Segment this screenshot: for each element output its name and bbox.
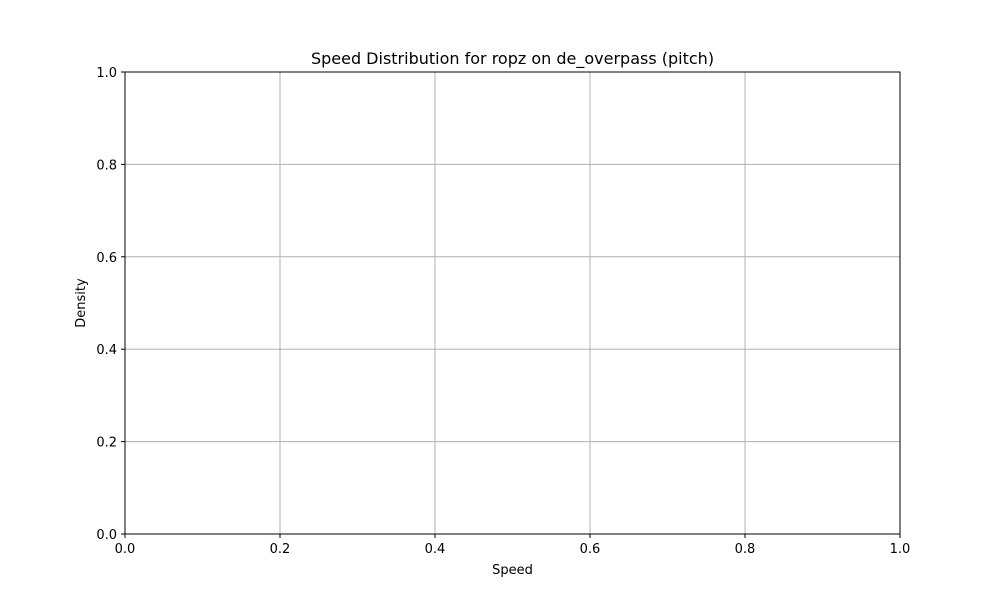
y-axis-ticks: 0.0 0.2 0.4 0.6 0.8 1.0: [96, 66, 125, 543]
x-tick-label: 0.0: [115, 542, 136, 557]
x-axis-ticks: 0.0 0.2 0.4 0.6 0.8 1.0: [115, 534, 911, 557]
x-axis-label: Speed: [492, 563, 533, 578]
y-tick-label: 0.2: [96, 436, 117, 451]
chart-title: Speed Distribution for ropz on de_overpa…: [311, 49, 714, 69]
y-tick-label: 0.4: [96, 343, 117, 358]
y-tick-label: 0.6: [96, 251, 117, 266]
x-tick-label: 0.2: [270, 542, 291, 557]
plot-area-frame: [124, 71, 901, 535]
x-tick-label: 1.0: [890, 542, 911, 557]
x-tick-label: 0.6: [580, 542, 601, 557]
y-axis-label: Density: [74, 278, 89, 328]
x-tick-label: 0.4: [425, 542, 446, 557]
y-tick-label: 1.0: [96, 66, 117, 81]
y-tick-label: 0.0: [96, 528, 117, 543]
x-tick-label: 0.8: [735, 542, 756, 557]
y-tick-label: 0.8: [96, 158, 117, 173]
